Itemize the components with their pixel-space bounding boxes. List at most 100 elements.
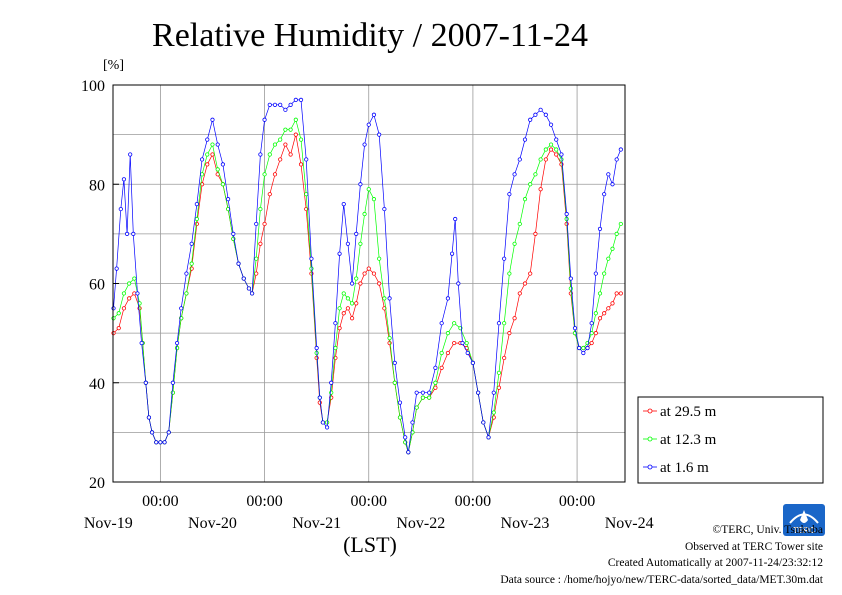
data-point (420, 390, 426, 395)
legend: at 29.5 m at 12.3 m at 1.6 m (637, 396, 824, 484)
data-point (345, 241, 351, 246)
data-point (199, 157, 205, 162)
data-point (358, 241, 363, 246)
data-point (298, 162, 304, 167)
data-point (559, 152, 564, 157)
data-point (127, 281, 132, 286)
data-point (304, 157, 309, 162)
data-point (293, 117, 298, 122)
data-point (205, 152, 210, 157)
data-point (610, 246, 615, 251)
data-point (341, 291, 346, 296)
data-point (593, 311, 598, 316)
data-point (194, 221, 199, 227)
data-point (205, 137, 210, 142)
data-point (371, 197, 377, 202)
data-point (410, 420, 415, 425)
y-tick-label: 20 (89, 475, 105, 492)
data-point (543, 112, 548, 117)
x-day-label: Nov-23 (501, 515, 550, 532)
data-point (403, 435, 408, 440)
data-point (184, 291, 189, 296)
data-point (220, 162, 226, 167)
data-point (593, 331, 598, 336)
data-point (597, 226, 603, 232)
data-point (283, 107, 288, 112)
data-point (143, 380, 148, 385)
data-point (382, 206, 387, 212)
data-point (349, 281, 355, 286)
data-point (288, 127, 293, 132)
data-point (371, 271, 377, 276)
data-point (548, 147, 554, 152)
data-point (507, 331, 512, 336)
data-point (397, 415, 403, 420)
x-tick-time-label: 00:00 (455, 493, 491, 510)
series-line (113, 118, 622, 454)
data-point (314, 345, 319, 351)
data-point (512, 316, 517, 321)
data-point (502, 355, 507, 361)
x-day-label: Nov-19 (84, 515, 133, 532)
data-point (194, 216, 199, 222)
data-point (528, 271, 533, 276)
x-day-label: Nov-21 (292, 515, 341, 532)
data-point (491, 390, 496, 395)
y-axis-unit: [%] (103, 58, 124, 73)
data-point (533, 231, 538, 236)
data-point (272, 142, 278, 147)
data-point (439, 321, 444, 326)
data-point (288, 152, 293, 157)
data-point (298, 137, 304, 142)
data-point (597, 316, 603, 321)
data-point (585, 345, 590, 351)
data-point (210, 142, 215, 147)
credit-site: Observed at TERC Tower site (685, 541, 823, 553)
data-point (324, 420, 330, 425)
data-point (278, 137, 283, 142)
data-point (606, 306, 611, 311)
data-point (189, 261, 194, 266)
data-point (267, 152, 272, 157)
terc-logo-icon: TERC (783, 504, 825, 536)
data-point (349, 301, 355, 306)
data-point (132, 276, 137, 281)
data-point (246, 286, 252, 291)
data-point (337, 251, 342, 256)
data-point (262, 172, 267, 177)
data-point (166, 430, 171, 435)
data-point (614, 157, 619, 162)
data-point (341, 202, 346, 207)
data-point (589, 321, 594, 326)
data-point (496, 321, 502, 326)
data-point (414, 405, 419, 410)
data-point (329, 380, 334, 385)
data-point (453, 216, 458, 222)
data-point (254, 256, 259, 261)
data-point (254, 271, 259, 276)
x-day-label: Nov-24 (605, 515, 654, 532)
y-tick-label: 100 (81, 78, 105, 95)
data-point (298, 97, 304, 102)
data-point (114, 266, 119, 271)
data-point (174, 345, 180, 351)
data-point (272, 102, 278, 107)
legend-swatch-marker (647, 408, 653, 414)
data-point (597, 291, 603, 296)
data-point (362, 211, 367, 217)
data-point (517, 291, 522, 296)
data-point (124, 231, 130, 236)
x-axis-label: (LST) (343, 532, 397, 557)
data-point (491, 410, 496, 415)
data-point (254, 221, 259, 227)
data-point (512, 241, 517, 246)
data-point (278, 157, 283, 162)
data-point (456, 281, 461, 286)
data-point (602, 192, 607, 197)
data-point (528, 117, 533, 122)
data-point (272, 172, 278, 177)
data-point (267, 192, 272, 197)
data-point (460, 340, 465, 346)
data-point (554, 152, 559, 157)
